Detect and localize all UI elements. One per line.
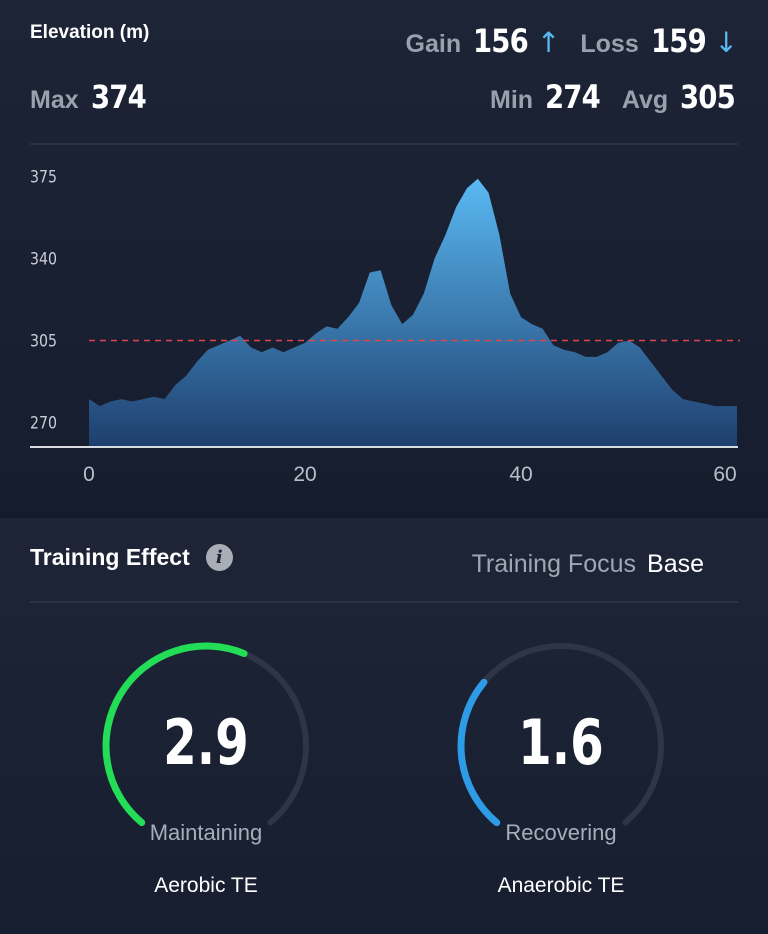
avg-value: 305 xyxy=(680,78,736,116)
aerobic-te-gauge[interactable]: 2.9 Maintaining Aerobic TE xyxy=(96,638,316,908)
loss-arrow-icon: ↓ xyxy=(714,26,738,59)
loss-value: 159 xyxy=(650,22,707,60)
elevation-chart[interactable]: 375 340 305 270 0 20 40 60 xyxy=(0,150,768,500)
elevation-area xyxy=(89,178,737,447)
y-tick-label: 305 xyxy=(30,332,57,352)
anaerobic-te-label: Anaerobic TE xyxy=(497,874,625,897)
x-tick-label: 60 xyxy=(713,463,736,486)
training-effect-title: Training Effect xyxy=(30,544,190,570)
min-value: 274 xyxy=(545,78,601,116)
avg-label: Avg xyxy=(621,86,669,114)
loss-label: Loss xyxy=(580,30,639,58)
x-tick-label: 0 xyxy=(83,463,95,486)
x-tick-label: 40 xyxy=(509,463,532,486)
aerobic-gauge-fill xyxy=(102,642,248,827)
min-stat: Min 274 xyxy=(490,78,609,116)
gain-arrow-icon: ↑ xyxy=(536,26,561,59)
max-label: Max xyxy=(30,86,79,114)
avg-stat: Avg 305 xyxy=(622,78,738,116)
elevation-card: Elevation (m) Gain 156 ↑ Loss 159 ↓ Max … xyxy=(0,0,768,512)
gain-loss-row: Gain 156 ↑ Loss 159 ↓ xyxy=(406,22,738,60)
training-focus-label: Training Focus xyxy=(471,550,637,578)
min-label: Min xyxy=(490,86,534,114)
info-icon[interactable]: i xyxy=(205,544,233,571)
anaerobic-gauge-fill xyxy=(457,678,501,827)
elevation-title: Elevation (m) xyxy=(30,22,150,43)
anaerobic-gauge-ring xyxy=(457,643,664,827)
y-tick-label: 340 xyxy=(30,249,57,269)
gain-value: 156 xyxy=(473,22,529,60)
aerobic-gauge-ring xyxy=(102,642,309,827)
training-divider xyxy=(30,601,738,603)
aerobic-te-status: Maintaining xyxy=(149,820,263,845)
training-effect-card: Training Effect i Training Focus Base 2.… xyxy=(0,518,768,934)
anaerobic-te-gauge[interactable]: 1.6 Recovering Anaerobic TE xyxy=(451,638,671,908)
training-focus: Training Focus Base xyxy=(472,550,704,579)
gain-label: Gain xyxy=(405,30,462,58)
anaerobic-te-status: Recovering xyxy=(505,820,617,845)
x-tick-label: 20 xyxy=(293,463,316,486)
max-value: 374 xyxy=(90,78,147,116)
y-tick-label: 270 xyxy=(30,414,57,434)
elevation-divider xyxy=(30,143,738,145)
max-stat: Max 374 xyxy=(30,78,154,116)
y-tick-label: 375 xyxy=(30,167,57,187)
anaerobic-te-value: 1.6 xyxy=(518,706,604,779)
aerobic-te-label: Aerobic TE xyxy=(154,874,258,897)
training-effect-header: Training Effect i xyxy=(30,544,233,571)
aerobic-te-value: 2.9 xyxy=(163,706,249,779)
training-focus-value: Base xyxy=(647,550,704,578)
